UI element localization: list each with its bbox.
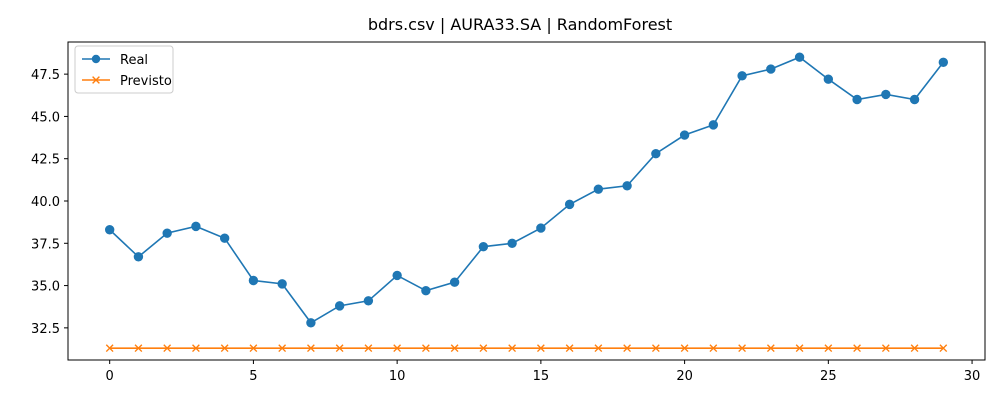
data-point <box>334 301 345 311</box>
data-point <box>393 344 402 353</box>
legend-label: Real <box>120 53 148 68</box>
data-point <box>220 344 229 353</box>
y-tick-label: 37.5 <box>31 237 60 252</box>
data-point <box>708 120 719 130</box>
data-point <box>910 344 919 353</box>
data-point <box>651 148 661 159</box>
x-tick-label: 5 <box>249 369 257 384</box>
x-tick-label: 15 <box>533 369 550 384</box>
data-point <box>881 89 891 100</box>
legend-label: Previsto <box>120 74 172 89</box>
series-line <box>109 56 944 324</box>
x-tick-label: 0 <box>106 369 114 384</box>
y-tick-label: 32.5 <box>31 322 60 337</box>
data-point <box>709 344 718 353</box>
data-point <box>536 344 545 353</box>
data-point <box>306 318 316 328</box>
y-tick-label: 35.0 <box>31 280 60 295</box>
data-point <box>191 221 201 232</box>
data-point <box>219 233 230 243</box>
data-point <box>163 344 172 353</box>
data-point <box>508 344 517 353</box>
data-point <box>363 296 374 306</box>
data-point <box>794 52 805 62</box>
data-point <box>507 238 517 248</box>
data-point <box>392 270 402 281</box>
data-point <box>104 225 115 235</box>
data-point <box>478 241 489 252</box>
y-tick-label: 40.0 <box>31 195 60 210</box>
data-point <box>651 344 660 353</box>
data-point <box>939 344 948 353</box>
series-previsto <box>105 344 948 353</box>
data-point <box>679 130 690 140</box>
data-point <box>622 181 632 191</box>
series-real <box>104 52 949 328</box>
data-point <box>307 344 315 353</box>
data-point <box>421 344 430 353</box>
data-point <box>795 344 804 353</box>
data-point <box>938 57 949 67</box>
x-tick-label: 25 <box>820 369 837 384</box>
data-point <box>853 344 861 353</box>
data-point <box>450 344 459 353</box>
data-point <box>536 223 546 233</box>
data-point <box>479 344 488 353</box>
legend: Real Previsto <box>74 45 174 94</box>
data-point <box>852 94 862 105</box>
legend-item-previsto: Previsto <box>82 74 172 89</box>
x-tick-label: 30 <box>964 369 981 384</box>
plot-frame <box>67 41 986 361</box>
data-point <box>823 74 834 84</box>
data-point <box>738 344 746 353</box>
data-point <box>564 199 575 210</box>
data-point <box>449 277 460 287</box>
x-tick-label: 20 <box>676 369 693 384</box>
data-point <box>680 344 689 353</box>
legend-item-real: Real <box>82 53 148 68</box>
legend-marker <box>91 54 101 64</box>
data-point <box>192 344 200 353</box>
data-point <box>766 344 775 353</box>
data-point <box>249 344 258 353</box>
data-point <box>278 344 287 353</box>
data-point <box>881 344 890 353</box>
series-layer <box>104 52 949 353</box>
data-point <box>594 344 603 353</box>
data-point <box>364 344 373 353</box>
data-point <box>277 279 287 289</box>
data-point <box>105 344 114 353</box>
y-tick-label: 47.5 <box>31 68 60 83</box>
data-point <box>824 344 833 353</box>
data-point <box>134 344 143 353</box>
x-tick-label: 10 <box>389 369 406 384</box>
data-point <box>623 344 632 353</box>
data-point <box>737 71 747 81</box>
data-point <box>766 64 776 74</box>
legend-marker <box>92 76 100 84</box>
data-point <box>133 252 144 262</box>
data-point <box>421 285 431 296</box>
y-tick-label: 45.0 <box>31 110 60 125</box>
data-point <box>593 184 604 194</box>
data-point <box>248 275 259 286</box>
y-tick-label: 42.5 <box>31 153 60 168</box>
data-point <box>162 228 172 238</box>
data-point <box>335 344 344 353</box>
chart-title: bdrs.csv | AURA33.SA | RandomForest <box>368 15 672 34</box>
data-point <box>909 94 920 105</box>
data-point <box>565 344 574 353</box>
axes: 0 5 10 15 20 25 30 32.5 35.0 37.5 40.0 42.5 45.0 47.5 <box>31 41 986 384</box>
